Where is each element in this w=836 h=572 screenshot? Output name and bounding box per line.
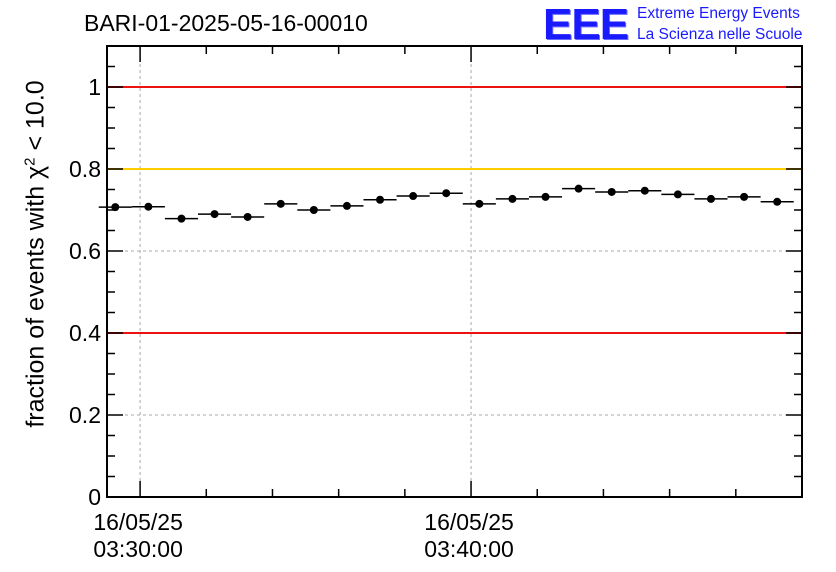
y-tick-label: 0 [88, 484, 101, 510]
chart-title: BARI-01-2025-05-16-00010 [84, 10, 368, 36]
logo-caption: Extreme Energy Events La Scienza nelle S… [637, 3, 802, 45]
data-point [541, 192, 550, 201]
data-point [177, 214, 186, 223]
data-point [607, 187, 616, 196]
data-point [111, 203, 120, 212]
tick-labels: 00.20.40.60.8116/05/2503:30:0016/05/2503… [69, 74, 514, 562]
data-point [740, 192, 749, 201]
data-point [673, 190, 682, 199]
eee-logo: EEE [543, 0, 629, 49]
plot-frame [106, 45, 803, 498]
data-point [144, 202, 153, 211]
data-point [309, 206, 318, 214]
x-tick-label-date: 16/05/25 [93, 509, 183, 535]
y-tick-label: 0.8 [69, 156, 101, 182]
y-tick-label: 0.2 [69, 402, 101, 428]
data-point [508, 194, 517, 203]
data-point [475, 199, 484, 208]
data-point [706, 194, 715, 203]
reference-lines [107, 86, 802, 334]
data-point [243, 212, 252, 221]
data-point [409, 192, 418, 201]
y-tick-label: 1 [88, 74, 101, 100]
data-point [210, 210, 219, 219]
data-point [574, 184, 583, 193]
logo-caption-line2: La Scienza nelle Scuole [637, 26, 803, 43]
data-series [98, 184, 794, 223]
data-point [640, 186, 649, 195]
data-point [773, 197, 782, 206]
y-tick-label: 0.6 [69, 238, 101, 264]
data-point [342, 201, 351, 210]
x-tick-label-time: 03:30:00 [93, 536, 183, 562]
data-point [276, 199, 285, 208]
logo-caption-line1: Extreme Energy Events [637, 5, 800, 22]
axis-ticks [107, 45, 803, 498]
x-tick-label-time: 03:40:00 [424, 536, 514, 562]
y-tick-label: 0.4 [69, 320, 101, 346]
data-point [442, 189, 451, 198]
data-point [376, 195, 385, 204]
x-tick-label-date: 16/05/25 [424, 509, 514, 535]
grid-layer [107, 46, 802, 497]
